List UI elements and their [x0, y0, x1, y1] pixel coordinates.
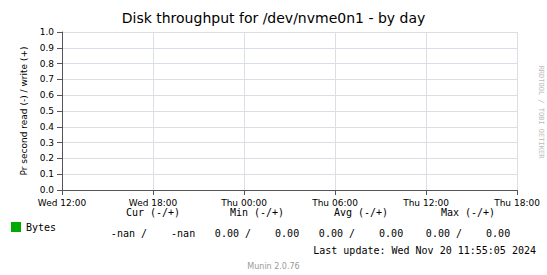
svg-text:Bytes: Bytes	[26, 222, 56, 233]
svg-text:Wed 18:00: Wed 18:00	[129, 198, 178, 208]
svg-text:Pr second read (-) / write (+): Pr second read (-) / write (+)	[19, 47, 29, 176]
svg-text:Min (-/+): Min (-/+)	[230, 207, 284, 218]
svg-text:Thu 12:00: Thu 12:00	[402, 198, 449, 208]
svg-text:Munin 2.0.76: Munin 2.0.76	[247, 262, 299, 271]
svg-text:0.00 / 0.00: 0.00 / 0.00	[426, 228, 510, 239]
svg-text:0.8: 0.8	[40, 59, 55, 69]
svg-text:0.1: 0.1	[40, 169, 54, 179]
svg-text:Wed 12:00: Wed 12:00	[38, 198, 87, 208]
svg-text:0.7: 0.7	[40, 74, 54, 84]
svg-text:0.5: 0.5	[40, 106, 54, 116]
svg-text:0.3: 0.3	[40, 138, 54, 148]
svg-text:Avg (-/+): Avg (-/+)	[334, 207, 388, 218]
svg-text:-nan / -nan: -nan / -nan	[111, 228, 195, 239]
svg-text:0.9: 0.9	[40, 43, 55, 53]
svg-text:Thu 06:00: Thu 06:00	[311, 198, 358, 208]
svg-text:0.2: 0.2	[40, 153, 54, 163]
svg-text:Max (-/+): Max (-/+)	[441, 207, 495, 218]
svg-text:Disk throughput for /dev/nvme0: Disk throughput for /dev/nvme0n1 - by da…	[122, 10, 426, 26]
svg-text:Thu 18:00: Thu 18:00	[493, 198, 540, 208]
svg-text:0.00 / 0.00: 0.00 / 0.00	[319, 228, 403, 239]
svg-text:Cur (-/+): Cur (-/+)	[126, 207, 180, 218]
svg-text:Thu 00:00: Thu 00:00	[220, 198, 267, 208]
svg-text:RRDTOOL / TOBI OETIKER: RRDTOOL / TOBI OETIKER	[537, 66, 545, 160]
svg-text:0.0: 0.0	[40, 185, 55, 195]
svg-text:0.6: 0.6	[40, 90, 55, 100]
svg-text:0.00 / 0.00: 0.00 / 0.00	[215, 228, 299, 239]
svg-text:0.4: 0.4	[40, 122, 55, 132]
svg-text:Last update: Wed Nov 20 11:55:: Last update: Wed Nov 20 11:55:05 2024	[313, 245, 536, 256]
svg-text:1.0: 1.0	[40, 27, 55, 37]
